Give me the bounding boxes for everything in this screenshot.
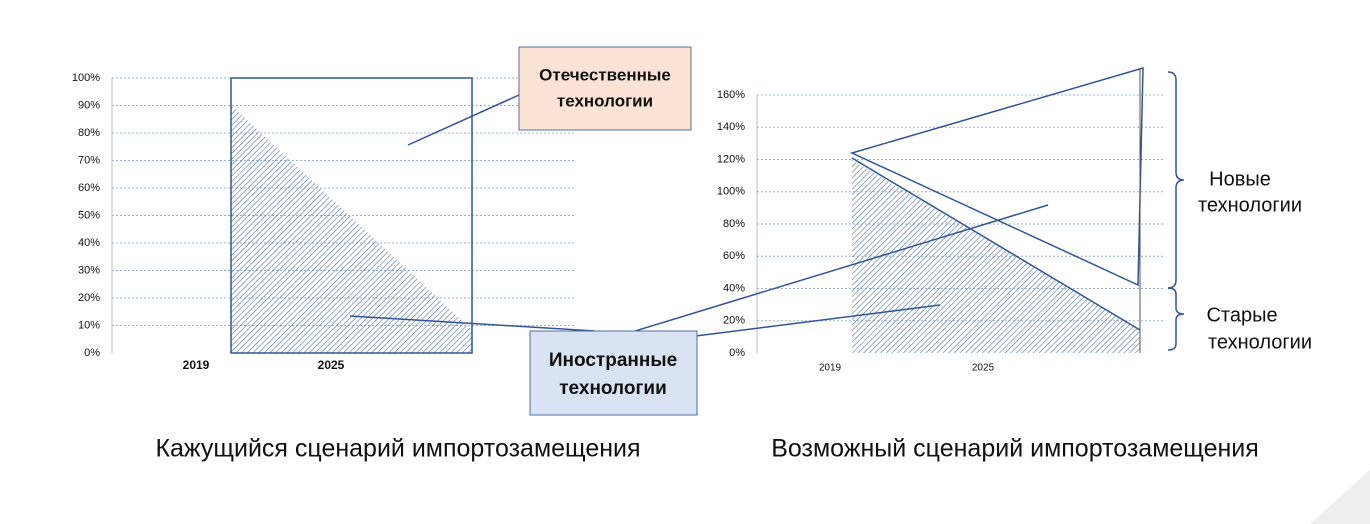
old-label: Старые (1206, 304, 1277, 326)
brace-new (1167, 71, 1185, 289)
domestic-box (518, 46, 692, 131)
old-edge (851, 157, 1141, 331)
connector (407, 94, 520, 146)
y-tick-label: 100% (72, 72, 100, 84)
y-tick-label: 90% (78, 99, 100, 111)
new-label: технологии (1198, 194, 1302, 216)
y-tick-label: 20% (723, 315, 745, 327)
y-tick-label: 60% (723, 250, 745, 262)
old-label: технологии (1208, 331, 1312, 353)
y-tick-label: 30% (78, 264, 100, 276)
scenario-box (230, 77, 473, 354)
y-tick-label: 140% (717, 121, 745, 133)
y-tick-label: 50% (78, 209, 100, 221)
caption: Возможный сценарий импортозамещения (771, 435, 1259, 463)
y-tick-label: 100% (717, 186, 745, 198)
y-tick-label: 0% (729, 347, 745, 359)
x-tick-label: 2019 (183, 358, 210, 372)
x-tick-label: 2019 (819, 363, 842, 374)
foreign-box (529, 330, 698, 416)
domestic-label: технологии (557, 91, 653, 110)
y-tick-label: 0% (84, 347, 100, 359)
caption: Кажущийся сценарий импортозамещения (155, 435, 640, 463)
domestic-label: Отечественные (539, 65, 671, 84)
old-area (852, 160, 1140, 353)
y-tick-label: 40% (78, 237, 100, 249)
y-tick-label: 160% (717, 89, 745, 101)
y-tick-label: 20% (78, 292, 100, 304)
x-tick-label: 2025 (318, 358, 345, 372)
y-tick-label: 10% (78, 319, 100, 331)
y-tick-label: 80% (78, 127, 100, 139)
foreign-area (231, 105, 472, 353)
connector (634, 204, 1049, 332)
x-tick-label: 2025 (972, 363, 995, 374)
foreign-label: Иностранные (549, 350, 677, 371)
decor (1310, 470, 1370, 524)
connector (663, 304, 941, 341)
connector (349, 315, 596, 332)
y-tick-label: 120% (717, 153, 745, 165)
y-tick-label: 40% (723, 282, 745, 294)
foreign-label: технологии (559, 378, 667, 399)
y-tick-label: 80% (723, 218, 745, 230)
y-tick-label: 70% (78, 154, 100, 166)
new-label: Новые (1209, 168, 1271, 190)
y-tick-label: 60% (78, 182, 100, 194)
brace-old (1167, 287, 1185, 351)
